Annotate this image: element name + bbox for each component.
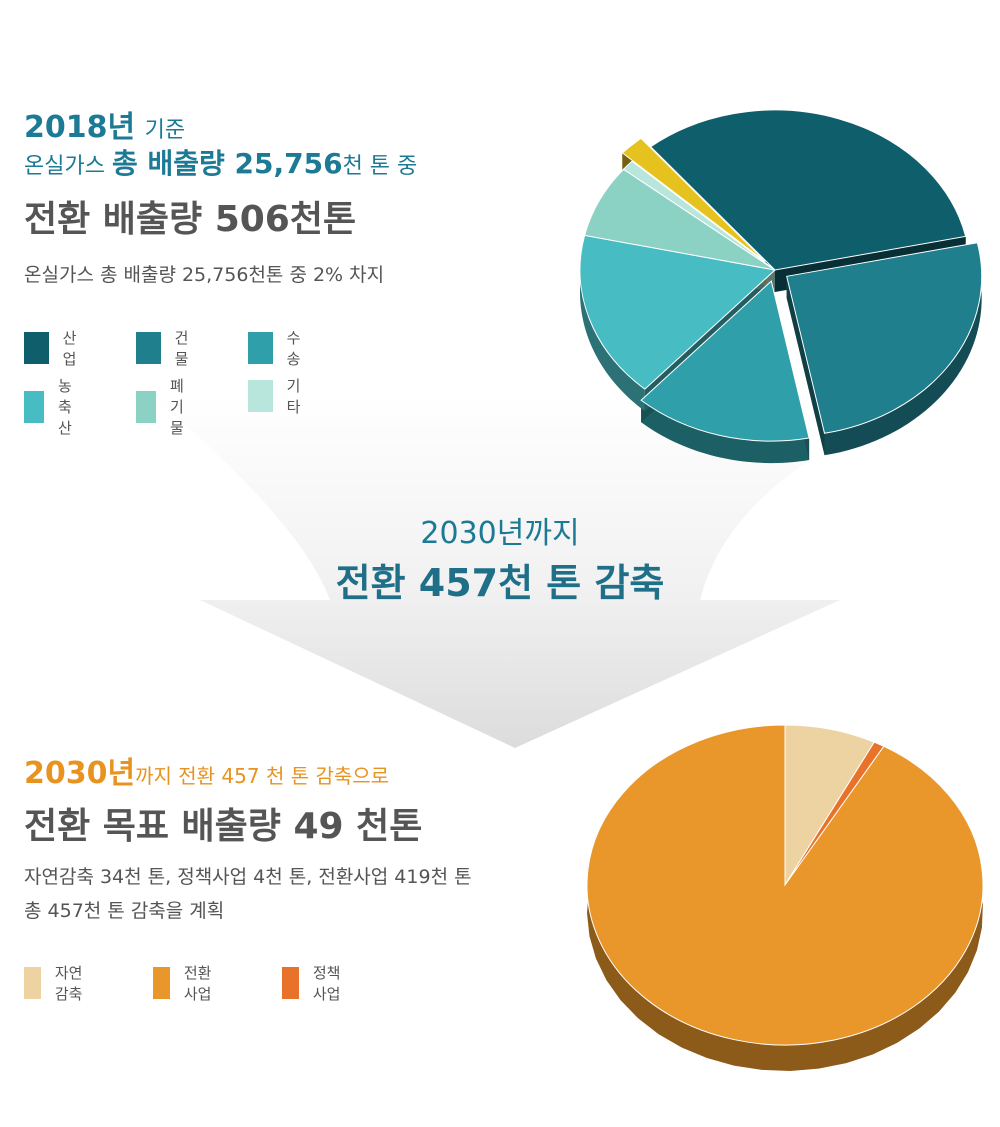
legend-label: 기타 [286, 377, 301, 416]
legend-item-policy-project: 정책사업 [282, 962, 342, 1004]
top-heading-number: 506천톤 [214, 199, 357, 240]
legend-item-industry: 산업 [24, 327, 84, 369]
legend-swatch [24, 332, 49, 364]
pie-slice-수송 [640, 280, 810, 442]
pie-slice-edge [786, 276, 825, 456]
top-ghg-label: 온실가스 [24, 154, 105, 179]
bottom-title-rest: 까지 전환 457 천 톤 감축으로 [135, 764, 390, 788]
legend-item-waste: 폐기물 [136, 375, 196, 438]
pie-chart-top [579, 109, 983, 464]
top-title-line1: 2018년 기준 [24, 102, 185, 146]
pie-slice-산업 [649, 109, 967, 271]
legend-item-transport: 수송 [248, 327, 308, 369]
legend-swatch [248, 332, 273, 364]
legend-label: 전환사업 [183, 964, 212, 1003]
legend-label: 농축산 [57, 377, 72, 437]
pie-slice-전환 [621, 137, 766, 263]
bottom-subtitle-2: 총 457천 톤 감축을 계획 [24, 900, 225, 922]
top-heading-highlight: 전환 배출량 [24, 199, 203, 240]
legend-swatch [24, 390, 44, 423]
pie-chart-bottom [586, 724, 984, 1071]
pie-slice-wall [824, 242, 982, 456]
pie-slice-농축산 [579, 234, 777, 390]
legend-swatch [24, 967, 41, 999]
top-basis: 기준 [144, 118, 186, 143]
legend-swatch [248, 380, 273, 412]
bottom-year: 2030년 [24, 756, 136, 791]
legend-swatch [282, 967, 299, 999]
pie-slice-건물 [786, 242, 983, 434]
legend-label: 산업 [62, 329, 77, 368]
pie-slice-기타 [622, 160, 776, 271]
top-unit: 천 톤 중 [342, 154, 418, 179]
pie-slice-wall [580, 235, 645, 412]
legend-label: 폐기물 [169, 377, 184, 437]
top-heading: 전환 배출량 506천톤 [24, 190, 356, 242]
middle-line2: 전환 457천 톤 감축 [335, 561, 665, 605]
legend-item-transition-project: 전환사업 [153, 962, 213, 1004]
legend-label: 자연감축 [54, 964, 83, 1003]
top-year: 2018년 [24, 110, 136, 145]
legend-item-agriculture: 농축산 [24, 375, 84, 438]
legend-item-building: 건물 [136, 327, 196, 369]
legend-item-etc: 기타 [248, 375, 308, 417]
top-total-emission: 총 배출량 25,756 [111, 147, 343, 180]
pie-slice-전환사업 [586, 724, 984, 1046]
legend-label: 수송 [286, 329, 301, 368]
middle-line1: 2030년까지 [420, 516, 580, 551]
top-title-line2: 온실가스 총 배출량 25,756천 톤 중 [24, 142, 417, 182]
bottom-heading: 전환 목표 배출량 49 천톤 [24, 806, 423, 847]
legend-swatch [153, 967, 170, 999]
legend-label: 건물 [174, 329, 189, 368]
legend-item-natural-reduction: 자연감축 [24, 962, 84, 1004]
pie-slice-wall [641, 400, 810, 464]
bottom-title-line1: 2030년까지 전환 457 천 톤 감축으로 [24, 748, 389, 792]
legend-swatch [136, 390, 156, 423]
legend-swatch [136, 332, 161, 364]
legend-label: 정책사업 [312, 964, 341, 1003]
top-subtitle: 온실가스 총 배출량 25,756천톤 중 2% 차지 [24, 264, 385, 286]
bottom-subtitle-1: 자연감축 34천 톤, 정책사업 4천 톤, 전환사업 419천 톤 [24, 866, 472, 888]
